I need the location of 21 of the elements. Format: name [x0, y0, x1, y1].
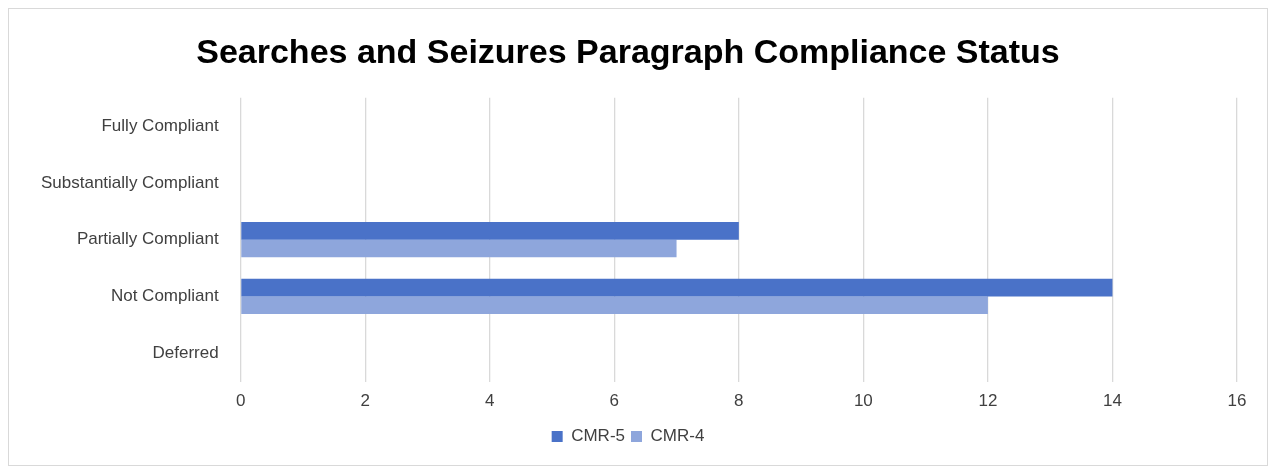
x-tick-label: 4	[485, 391, 495, 411]
y-tick-label: Fully Compliant	[101, 115, 219, 135]
x-tick-label: 16	[1227, 391, 1247, 411]
y-tick-label: Deferred	[152, 342, 219, 362]
x-tick-label: 14	[1102, 391, 1122, 411]
x-tick-label: 8	[734, 391, 744, 411]
x-tick-label: 6	[609, 391, 620, 411]
y-tick-label: Not Compliant	[110, 286, 219, 306]
x-tick-label: 10	[853, 391, 873, 411]
chart-title: Searches and Seizures Paragraph Compliance Status	[196, 31, 1060, 70]
x-tick-label: 0	[235, 391, 246, 411]
x-tick-label: 2	[360, 391, 370, 411]
legend-label: CMR-5	[571, 426, 626, 446]
y-tick-label: Substantially Compliant	[40, 172, 219, 192]
x-tick-label: 12	[978, 391, 998, 411]
legend-label: CMR-4	[650, 426, 705, 446]
bar	[241, 222, 739, 240]
bar	[241, 296, 988, 315]
bar	[241, 278, 1113, 297]
bar	[241, 239, 677, 258]
y-tick-label: Partially Compliant	[76, 229, 219, 249]
